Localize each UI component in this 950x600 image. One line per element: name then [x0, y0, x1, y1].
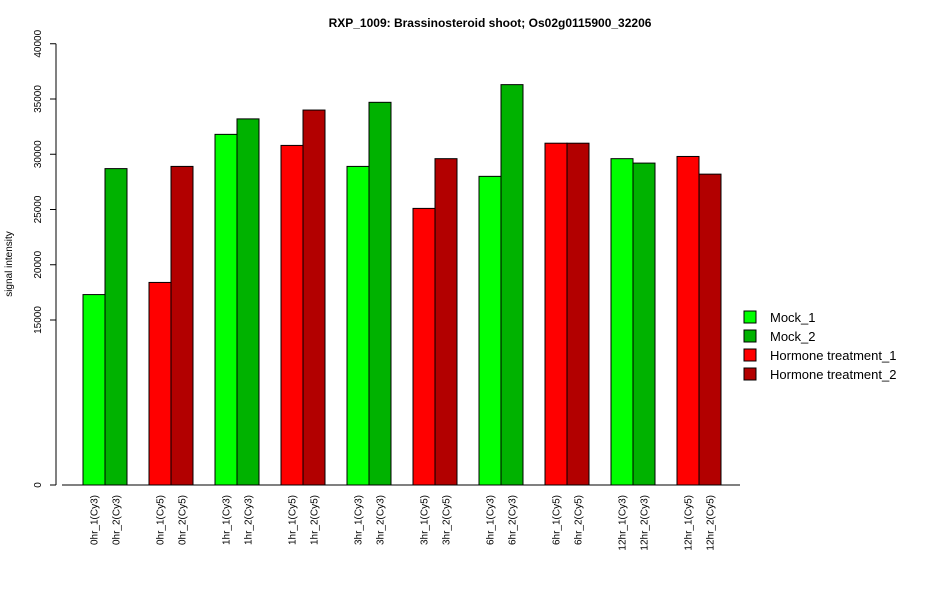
y-tick-label: 15000 — [33, 306, 44, 334]
legend-swatch — [743, 367, 757, 381]
x-tick-label: 12hr_1(Cy3) — [618, 495, 629, 551]
bar — [676, 155, 700, 486]
x-tick-label: 1hr_2(Cy5) — [310, 495, 321, 545]
y-axis-label: signal intensity — [4, 231, 15, 297]
chart-title: RXP_1009: Brassinosteroid shoot; Os02g01… — [329, 16, 652, 30]
x-tick-label: 0hr_1(Cy5) — [156, 495, 167, 545]
bar — [500, 84, 524, 486]
bars-group — [82, 84, 722, 486]
bar — [280, 144, 304, 486]
y-axis: 0 15000 20000 25000 30000 35000 40000 — [33, 29, 57, 488]
bar — [434, 158, 458, 486]
bar — [544, 142, 568, 486]
x-tick-label: 6hr_1(Cy5) — [552, 495, 563, 545]
x-tick-label: 1hr_1(Cy5) — [288, 495, 299, 545]
bar — [610, 158, 634, 486]
x-tick-label: 3hr_1(Cy5) — [420, 495, 431, 545]
x-tick-label: 0hr_2(Cy5) — [178, 495, 189, 545]
x-tick-label: 6hr_2(Cy3) — [508, 495, 519, 545]
x-tick-label: 3hr_2(Cy5) — [442, 495, 453, 545]
bar — [632, 162, 656, 486]
bar — [170, 165, 194, 486]
legend-label: Hormone treatment_2 — [770, 367, 896, 382]
legend-swatch — [743, 329, 757, 343]
legend-label: Mock_1 — [770, 310, 816, 325]
bar — [566, 142, 590, 486]
y-tick-label: 0 — [33, 482, 44, 488]
bar — [698, 173, 722, 486]
y-tick-label: 25000 — [33, 195, 44, 223]
bar — [368, 101, 392, 486]
y-tick-label: 35000 — [33, 85, 44, 113]
bar — [346, 165, 370, 486]
bar — [148, 281, 172, 486]
y-tick-label: 30000 — [33, 140, 44, 168]
legend-swatch — [743, 310, 757, 324]
x-tick-label: 3hr_2(Cy3) — [376, 495, 387, 545]
bar — [412, 207, 436, 486]
bar — [82, 294, 106, 486]
x-tick-label: 0hr_1(Cy3) — [90, 495, 101, 545]
legend-label: Mock_2 — [770, 329, 816, 344]
x-tick-label: 3hr_1(Cy3) — [354, 495, 365, 545]
x-tick-label: 6hr_1(Cy3) — [486, 495, 497, 545]
x-tick-label: 6hr_2(Cy5) — [574, 495, 585, 545]
x-tick-labels: 0hr_1(Cy3) 0hr_2(Cy3) 0hr_1(Cy5) 0hr_2(Cy5)… — [90, 495, 717, 551]
x-tick-label: 12hr_1(Cy5) — [684, 495, 695, 551]
legend-label: Hormone treatment_1 — [770, 348, 896, 363]
legend-swatch — [743, 348, 757, 362]
x-tick-label: 12hr_2(Cy3) — [640, 495, 651, 551]
x-tick-label: 1hr_2(Cy3) — [244, 495, 255, 545]
bar — [214, 133, 238, 486]
x-tick-label: 1hr_1(Cy3) — [222, 495, 233, 545]
bar — [478, 175, 502, 486]
legend: Mock_1 Mock_2 Hormone treatment_1 Hormone t… — [743, 310, 896, 382]
y-tick-label: 20000 — [33, 250, 44, 278]
bar — [104, 168, 128, 486]
bar — [302, 109, 326, 486]
bar — [236, 118, 260, 486]
y-tick-label: 40000 — [33, 29, 44, 57]
x-tick-label: 0hr_2(Cy3) — [112, 495, 123, 545]
x-tick-label: 12hr_2(Cy5) — [706, 495, 717, 551]
